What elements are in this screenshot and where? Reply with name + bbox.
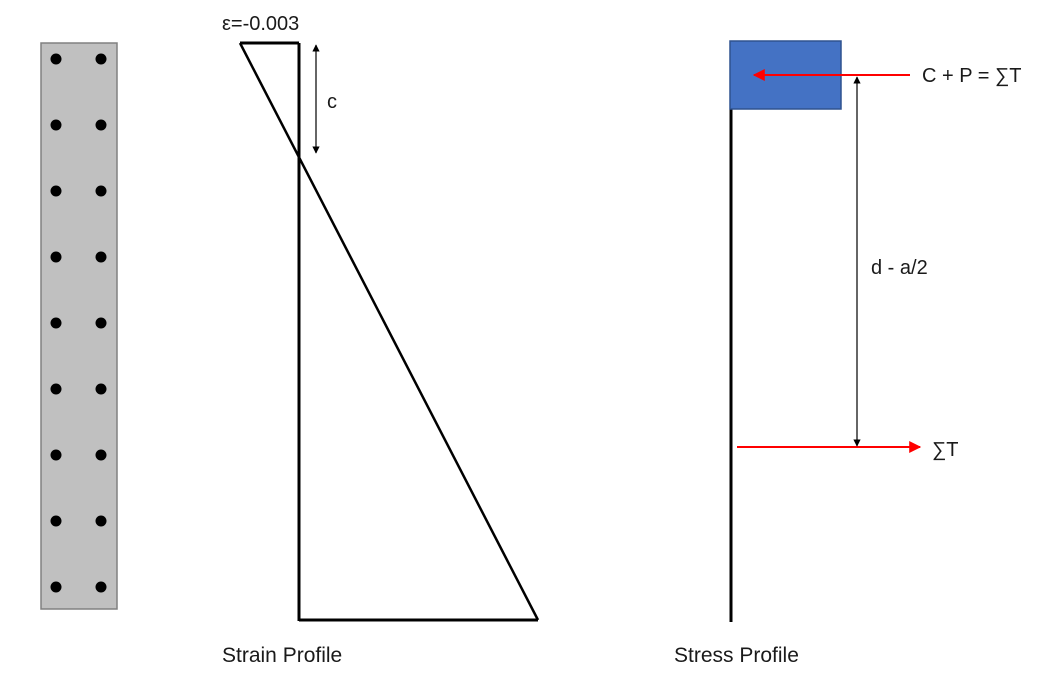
rebar-dot (50, 53, 62, 65)
rebar-dot (50, 185, 62, 197)
strain-diagonal (238, 42, 540, 621)
rebar-dot (50, 383, 62, 395)
rebar-dot (95, 515, 107, 527)
rebar-dot (95, 119, 107, 131)
column-section (40, 42, 118, 610)
stress-profile-caption: Stress Profile (674, 644, 799, 667)
compression-force-label: C + P = ∑T (922, 65, 1021, 87)
rebar-dot (95, 53, 107, 65)
rebar-dot (95, 449, 107, 461)
rebar-dot (50, 317, 62, 329)
lever-arm-label: d - a/2 (871, 257, 928, 279)
rebar-dot (95, 251, 107, 263)
rebar-dot (95, 581, 107, 593)
neutral-axis-label: c (327, 91, 337, 113)
rebar-group (50, 53, 107, 593)
strain-profile: ε=-0.003 c Strain Profile (222, 13, 540, 667)
rebar-dot (50, 515, 62, 527)
rebar-dot (50, 581, 62, 593)
rebar-dot (95, 185, 107, 197)
rebar-dot (95, 383, 107, 395)
strain-profile-caption: Strain Profile (222, 644, 342, 667)
strain-label: ε=-0.003 (222, 13, 299, 35)
rebar-dot (50, 119, 62, 131)
rebar-dot (50, 449, 62, 461)
rebar-dot (50, 251, 62, 263)
stress-profile: C + P = ∑T ∑T d - a/2 Stress Profile (674, 40, 1021, 667)
rebar-dot (95, 317, 107, 329)
tension-force-label: ∑T (932, 439, 958, 461)
